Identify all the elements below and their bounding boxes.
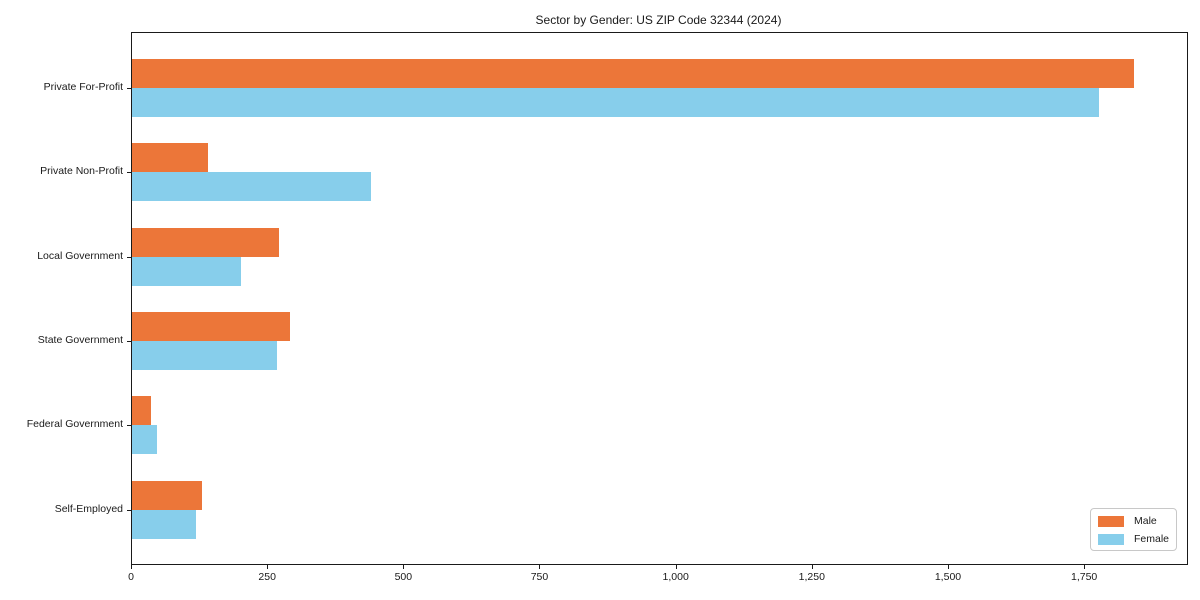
bar-male-local-government [132,227,279,257]
y-tick-label-federal-government: Federal Government [26,418,123,431]
legend-swatch-male [1098,516,1124,527]
bar-female-private-non-profit [132,172,371,202]
plot-area [131,32,1188,565]
y-tick-label-private-non-profit: Private Non-Profit [40,165,123,178]
x-tick-mark [131,565,132,569]
y-tick-mark [127,509,131,511]
y-tick-mark [127,340,131,342]
bar-female-local-government [132,256,241,286]
x-tick-label-250: 250 [258,571,276,583]
x-tick-mark [947,565,949,569]
legend-entry-male: Male [1091,512,1176,530]
legend: Male Female [1090,508,1177,551]
bar-male-state-government [132,311,290,341]
x-tick-label-1250: 1,250 [798,571,825,583]
x-tick-label-1750: 1,750 [1071,571,1098,583]
y-tick-label-local-government: Local Government [37,249,123,262]
x-tick-label-500: 500 [394,571,413,583]
x-tick-label-0: 0 [128,571,134,583]
legend-label-male: Male [1134,515,1157,527]
legend-swatch-female [1098,534,1124,545]
x-tick-label-1000: 1,000 [662,571,689,583]
x-tick-mark [539,565,541,569]
bar-female-self-employed [132,509,196,539]
x-tick-mark [267,565,269,569]
x-tick-mark [811,565,813,569]
x-tick-label-750: 750 [530,571,549,583]
y-tick-mark [127,172,131,174]
bar-female-private-for-profit [132,88,1099,117]
x-tick-label-1500: 1,500 [934,571,962,583]
y-tick-mark [127,425,131,427]
y-tick-mark [127,88,131,89]
bar-female-federal-government [132,425,157,455]
bar-female-state-government [132,340,277,370]
bar-male-federal-government [132,396,151,426]
y-tick-label-private-for-profit: Private For-Profit [43,81,123,93]
bar-male-private-for-profit [132,59,1134,88]
legend-entry-female: Female [1091,530,1176,548]
x-tick-mark [1084,565,1086,569]
x-tick-mark [403,565,405,569]
bar-male-self-employed [132,480,202,510]
bar-male-private-non-profit [132,143,208,173]
y-tick-label-state-government: State Government [37,333,123,346]
y-tick-mark [127,256,131,258]
legend-label-female: Female [1134,533,1170,545]
y-tick-label-self-employed: Self-Employed [54,502,123,515]
chart-title: Sector by Gender: US ZIP Code 32344 (202… [535,13,782,27]
x-tick-mark [675,565,677,569]
